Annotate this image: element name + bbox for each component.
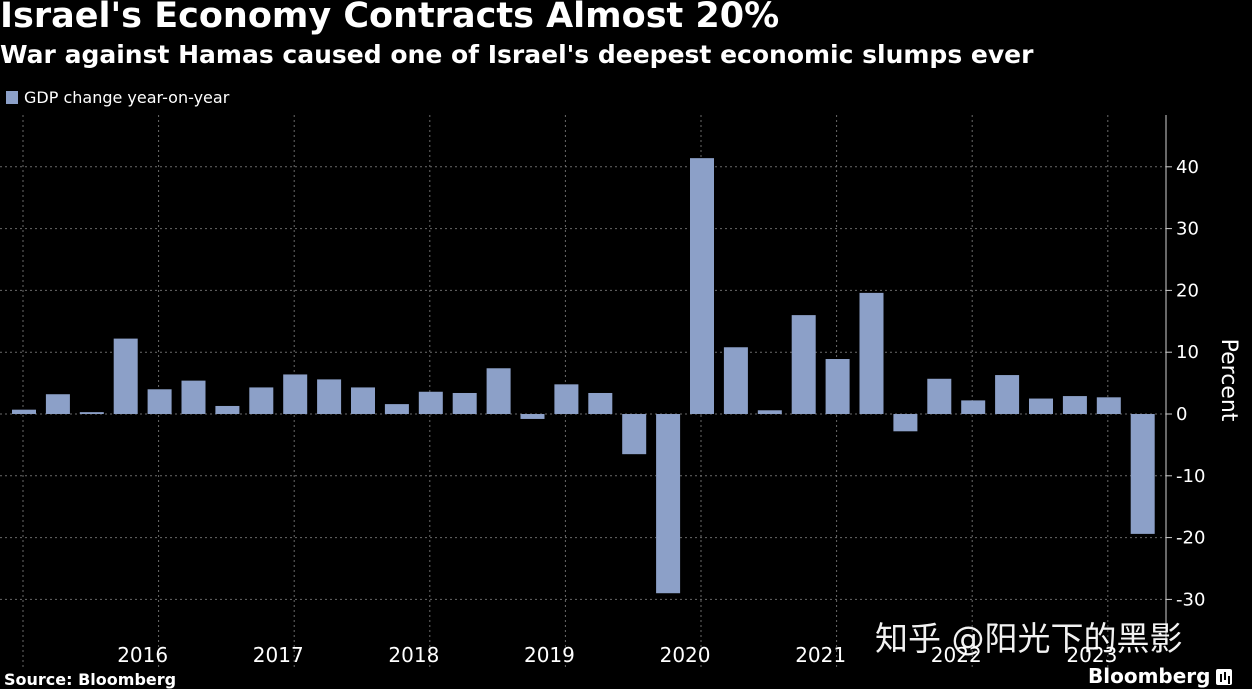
bar	[995, 375, 1020, 414]
bar	[12, 409, 36, 414]
bar	[927, 378, 952, 414]
legend-label: GDP change year-on-year	[24, 88, 230, 107]
bar	[893, 414, 918, 432]
y-tick-label: 30	[1176, 219, 1199, 240]
bar	[859, 292, 884, 414]
bar	[1096, 397, 1121, 414]
chart-title: Israel's Economy Contracts Almost 20%	[0, 0, 780, 36]
x-tick-label: 2016	[117, 643, 168, 667]
bar	[825, 358, 850, 414]
bar	[791, 315, 816, 414]
y-axis-label: Percent	[1216, 339, 1241, 422]
bar	[249, 387, 274, 414]
bar	[418, 391, 443, 414]
x-tick-label: 2019	[524, 643, 575, 667]
chart-subtitle: War against Hamas caused one of Israel's…	[0, 40, 1034, 69]
bar	[588, 392, 613, 414]
bar	[723, 347, 748, 414]
bar	[961, 400, 986, 414]
bar	[113, 338, 138, 414]
legend-swatch	[6, 91, 18, 104]
x-tick-label: 2020	[660, 643, 711, 667]
bar	[1062, 396, 1087, 414]
watermark: 知乎 @阳光下的黑影	[875, 619, 1183, 658]
bar	[351, 387, 375, 414]
bar	[283, 374, 308, 414]
bar	[554, 384, 579, 414]
y-tick-label: 40	[1176, 157, 1199, 178]
y-tick-label: 20	[1176, 280, 1199, 301]
bar	[384, 404, 409, 414]
bar	[317, 379, 342, 414]
brand-logo: Bloomberg	[1088, 664, 1233, 688]
bar	[79, 412, 104, 414]
bar	[1029, 398, 1053, 414]
bar	[181, 380, 206, 414]
bar	[690, 158, 714, 414]
x-tick-label: 2018	[388, 643, 439, 667]
legend: GDP change year-on-year	[6, 88, 229, 107]
bar	[215, 405, 240, 414]
bar	[452, 392, 477, 414]
bloomberg-chart-icon	[1216, 669, 1233, 685]
bar	[757, 410, 782, 414]
y-tick-label: -10	[1176, 466, 1205, 487]
y-tick-label: 10	[1176, 342, 1199, 363]
x-tick-label: 2017	[253, 643, 304, 667]
x-tick-label: 2023	[1066, 643, 1117, 667]
x-tick-label: 2022	[931, 643, 982, 667]
bar	[622, 414, 647, 455]
bar	[486, 368, 511, 414]
bar	[147, 389, 172, 414]
x-tick-label: 2021	[795, 643, 846, 667]
y-tick-label: 0	[1176, 404, 1187, 425]
bar	[656, 414, 681, 594]
bar	[520, 414, 545, 419]
y-tick-label: -30	[1176, 589, 1205, 610]
y-tick-label: -20	[1176, 528, 1205, 549]
bar	[45, 394, 70, 414]
brand-name: Bloomberg	[1088, 664, 1211, 688]
bar	[1130, 414, 1155, 534]
source-note: Source: Bloomberg	[4, 670, 177, 689]
